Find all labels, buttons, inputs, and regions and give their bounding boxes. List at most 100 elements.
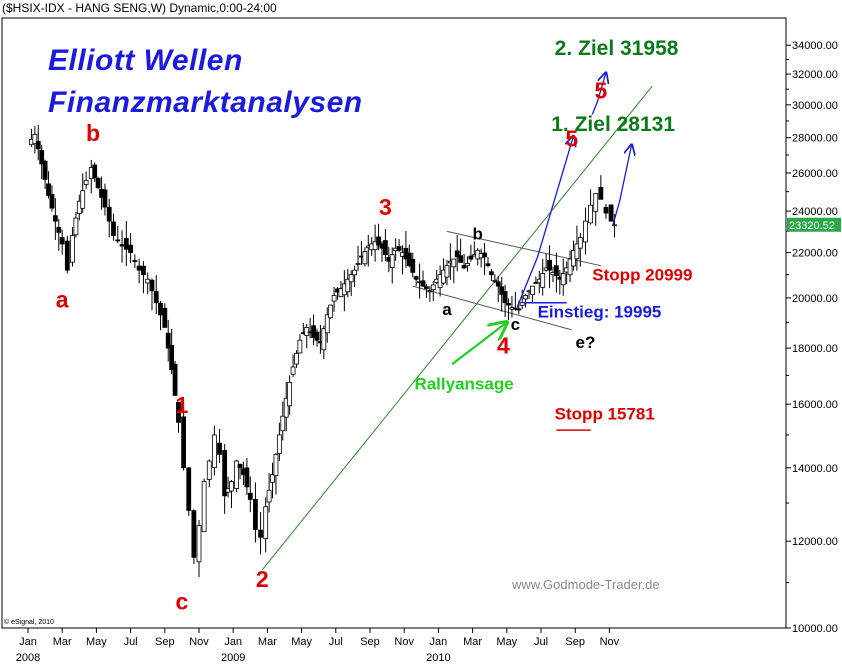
wave5-arrow-1	[516, 136, 573, 308]
plot-frame	[1, 17, 787, 629]
candle-body	[290, 366, 296, 375]
y-tick-label: 14000.00	[792, 463, 838, 475]
candle-body	[588, 204, 593, 224]
year-label: 2009	[221, 652, 245, 664]
candle-body	[523, 295, 529, 300]
candle-body	[328, 304, 334, 319]
candle-body	[331, 295, 337, 302]
last-price-box	[787, 217, 841, 232]
y-tick-label: 22000.00	[792, 248, 838, 260]
candle-body	[458, 255, 464, 263]
candle-body	[153, 291, 159, 304]
candle-body	[314, 331, 320, 341]
candle-body	[102, 189, 108, 208]
candle-body	[553, 265, 559, 277]
candle-body	[420, 280, 426, 287]
candle-body	[149, 279, 155, 292]
wave-label: 2	[256, 566, 269, 592]
candle-body	[345, 278, 351, 293]
y-tick-label: 30000.00	[792, 100, 838, 112]
year-label: 2010	[426, 652, 450, 664]
trendline	[261, 85, 653, 571]
wave-label: a	[442, 300, 452, 319]
candle-body	[396, 245, 402, 251]
candle-body	[577, 237, 583, 249]
candle-body	[253, 499, 258, 530]
candle-body	[297, 339, 303, 354]
candle-body	[206, 460, 212, 480]
wave-label: b	[86, 120, 100, 146]
candle-body	[516, 308, 522, 311]
candle-body	[115, 239, 121, 242]
candle-body	[111, 221, 116, 236]
candle-body	[128, 244, 134, 253]
annotation-label: Stopp 15781	[555, 404, 655, 423]
wave-label: e?	[576, 333, 596, 352]
candle-body	[492, 279, 498, 282]
y-tick-label: 34000.00	[792, 40, 838, 52]
candle-body	[485, 263, 491, 267]
candle-body	[413, 276, 419, 280]
candle-body	[181, 416, 187, 469]
x-tick-label: Jul	[534, 636, 548, 648]
x-tick-label: Jul	[329, 636, 343, 648]
candle-body	[560, 273, 566, 286]
candle-body	[506, 302, 511, 306]
candle-body	[244, 467, 250, 488]
wave5-arrow-2	[612, 145, 632, 226]
candle-body	[355, 263, 361, 265]
candle-body	[59, 237, 65, 245]
x-tick-label: Jan	[19, 636, 37, 648]
candle-body	[70, 235, 75, 263]
candle-body	[106, 206, 112, 222]
candle-body	[273, 453, 279, 477]
candle-body	[468, 255, 474, 260]
annotation-label: Rallyansage	[414, 375, 513, 394]
candle-body	[56, 227, 62, 233]
candle-body	[489, 271, 494, 276]
wave-label: c	[176, 588, 189, 614]
symbol-header: ($HSIX-IDX - HANG SENG,W) Dynamic,0:00-2…	[2, 1, 277, 15]
y-tick-label: 32000.00	[792, 69, 838, 81]
x-tick-label: Sep	[360, 636, 380, 648]
wave-label: a	[56, 287, 69, 313]
candle-body	[229, 481, 234, 492]
y-tick-label: 12000.00	[792, 536, 838, 548]
candle-body	[258, 529, 263, 538]
candle-body	[123, 237, 129, 250]
candle-body	[598, 187, 604, 200]
x-tick-label: Nov	[189, 636, 209, 648]
candle-body	[567, 258, 573, 276]
candle-body	[92, 164, 98, 178]
candle-body	[136, 265, 142, 271]
x-tick-label: Jul	[124, 636, 138, 648]
candle-body	[461, 265, 467, 269]
candle-body	[389, 254, 395, 268]
annotation-label: 1. Ziel 28131	[551, 113, 675, 136]
candle-body	[176, 401, 181, 423]
candle-body	[169, 345, 175, 371]
candle-body	[186, 467, 192, 511]
candle-body	[311, 325, 316, 339]
y-tick-label: 26000.00	[792, 168, 838, 180]
y-tick-label: 24000.00	[792, 206, 838, 218]
title-line-2: Finanzmarktanalysen	[48, 86, 363, 119]
candle-body	[64, 240, 70, 271]
candle-body	[382, 240, 388, 256]
candle-body	[83, 179, 89, 185]
candle-body	[119, 244, 125, 247]
candle-body	[372, 241, 378, 251]
wave-label: 5	[594, 78, 607, 104]
candle-body	[608, 204, 614, 222]
candle-body	[73, 217, 79, 236]
x-tick-label: Nov	[600, 636, 620, 648]
x-tick-label: Mar	[53, 636, 72, 648]
x-tick-label: Nov	[394, 636, 414, 648]
candle-body	[42, 160, 48, 180]
candle-body	[465, 263, 470, 267]
wave5-arrow-3	[591, 73, 606, 115]
candle-body	[294, 353, 299, 365]
annotation-label: Stopp 20999	[592, 265, 692, 284]
